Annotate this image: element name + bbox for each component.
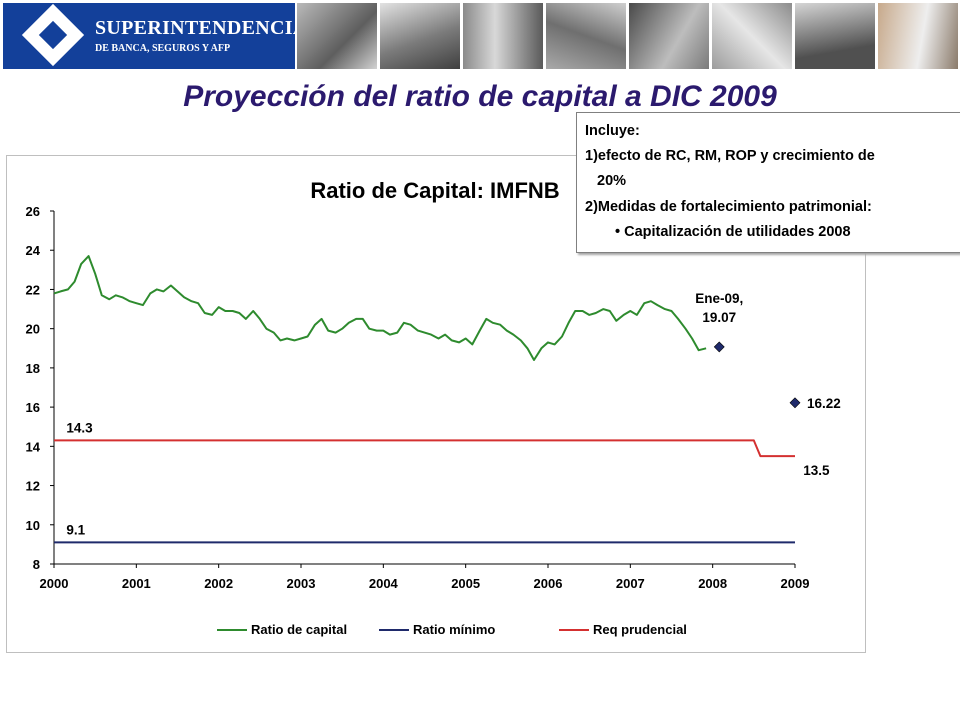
credit-card-photo xyxy=(380,3,460,69)
legend-label-0: Ratio de capital xyxy=(251,622,347,637)
note-capitalization-text: Capitalización de utilidades 2008 xyxy=(624,224,851,240)
y-tick-label: 16 xyxy=(26,400,40,415)
note-box: Incluye: 1)efecto de RC, RM, ROP y creci… xyxy=(576,112,960,253)
x-tick-label: 2000 xyxy=(40,576,69,591)
note-line-includes: Incluye: xyxy=(585,123,640,139)
building-photo xyxy=(297,3,377,69)
keyboard-photo xyxy=(546,3,626,69)
chart: Ratio de Capital: IMFNB 8 10 12 14 16 18 20 22 24… xyxy=(26,178,841,637)
money-photo xyxy=(712,3,792,69)
x-tick-label: 2004 xyxy=(369,576,399,591)
note-line-growth: 20% xyxy=(597,173,627,189)
header-banner: SUPERINTENDENCIA DE BANCA, SEGUROS Y AFP xyxy=(0,0,960,72)
chart-title: Ratio de Capital: IMFNB xyxy=(310,178,559,203)
logo-subtitle: DE BANCA, SEGUROS Y AFP xyxy=(95,43,231,54)
value-annotation: 9.1 xyxy=(66,522,85,537)
sbs-logo: SUPERINTENDENCIA DE BANCA, SEGUROS Y AFP xyxy=(3,3,307,69)
x-tick-label: 2005 xyxy=(451,576,480,591)
x-tick-label: 2007 xyxy=(616,576,645,591)
x-tick-label: 2006 xyxy=(534,576,563,591)
series-line-0 xyxy=(53,255,707,361)
y-tick-label: 14 xyxy=(26,439,41,454)
y-tick-label: 24 xyxy=(26,243,41,258)
marker-label: Ene-09, xyxy=(695,291,743,306)
note-line-measures: 2)Medidas de fortalecimiento patrimonial… xyxy=(585,199,872,215)
office-photo xyxy=(629,3,709,69)
y-tick-label: 12 xyxy=(26,479,40,494)
y-tick-label: 22 xyxy=(26,282,40,297)
marker-label: 19.07 xyxy=(702,310,736,325)
legend-label-1: Ratio mínimo xyxy=(413,622,495,637)
note-line-capitalization: • Capitalización de utilidades 2008 xyxy=(615,224,851,240)
legend-label-2: Req prudencial xyxy=(593,622,687,637)
projection-marker-0 xyxy=(713,341,725,353)
tower-photo xyxy=(463,3,543,69)
value-annotation: 13.5 xyxy=(803,463,830,478)
value-annotation: 14.3 xyxy=(66,420,93,435)
y-tick-label: 20 xyxy=(26,322,40,337)
marker-label: 16.22 xyxy=(807,396,841,411)
laptop-photo xyxy=(795,3,875,69)
writing-photo xyxy=(878,3,958,69)
diamond-logo-icon xyxy=(21,3,85,67)
series-line-2 xyxy=(54,439,795,458)
x-tick-label: 2009 xyxy=(781,576,810,591)
x-tick-label: 2003 xyxy=(287,576,316,591)
logo-title: SUPERINTENDENCIA xyxy=(95,17,308,39)
y-tick-label: 18 xyxy=(26,361,40,376)
note-line-effect: 1)efecto de RC, RM, ROP y crecimiento de xyxy=(585,148,875,164)
bullet-icon: • xyxy=(615,224,625,240)
y-tick-label: 8 xyxy=(33,557,40,572)
y-tick-label: 10 xyxy=(26,518,40,533)
x-tick-label: 2002 xyxy=(204,576,233,591)
projection-marker-1 xyxy=(789,397,801,409)
slide-title: Proyección del ratio de capital a DIC 20… xyxy=(183,80,777,113)
x-tick-label: 2001 xyxy=(122,576,151,591)
y-tick-label: 26 xyxy=(26,204,40,219)
x-tick-label: 2008 xyxy=(698,576,727,591)
